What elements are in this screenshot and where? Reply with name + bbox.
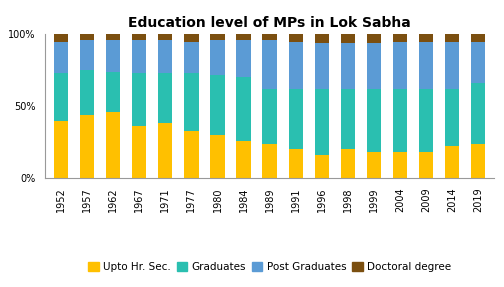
Bar — [158, 123, 172, 178]
Bar — [184, 73, 199, 131]
Bar — [132, 73, 147, 126]
Bar — [80, 115, 94, 178]
Bar — [210, 34, 225, 40]
Bar — [289, 42, 303, 89]
Title: Education level of MPs in Lok Sabha: Education level of MPs in Lok Sabha — [128, 16, 411, 30]
Bar — [341, 149, 355, 178]
Bar — [471, 42, 485, 83]
Bar — [158, 34, 172, 40]
Bar — [132, 126, 147, 178]
Bar — [236, 141, 250, 178]
Bar — [263, 89, 277, 144]
Bar — [184, 42, 199, 73]
Bar — [210, 135, 225, 178]
Bar — [367, 43, 381, 89]
Bar — [54, 42, 68, 73]
Bar — [236, 34, 250, 40]
Bar — [393, 89, 407, 152]
Bar — [445, 34, 459, 42]
Bar — [184, 34, 199, 42]
Bar — [210, 75, 225, 135]
Bar — [236, 77, 250, 141]
Bar — [314, 89, 329, 155]
Bar — [419, 42, 433, 89]
Bar — [158, 73, 172, 123]
Bar — [54, 34, 68, 42]
Bar — [210, 40, 225, 75]
Bar — [341, 43, 355, 89]
Bar — [289, 34, 303, 42]
Bar — [289, 89, 303, 149]
Bar — [263, 34, 277, 40]
Bar — [393, 42, 407, 89]
Bar — [393, 152, 407, 178]
Bar — [106, 72, 120, 112]
Bar — [263, 40, 277, 89]
Bar — [419, 34, 433, 42]
Bar — [367, 34, 381, 43]
Bar — [367, 152, 381, 178]
Bar — [445, 42, 459, 89]
Bar — [54, 73, 68, 121]
Bar — [419, 152, 433, 178]
Bar — [314, 34, 329, 43]
Bar — [314, 43, 329, 89]
Bar — [471, 83, 485, 144]
Bar — [289, 149, 303, 178]
Bar — [184, 131, 199, 178]
Bar — [445, 146, 459, 178]
Bar — [367, 89, 381, 152]
Bar — [54, 121, 68, 178]
Bar — [314, 155, 329, 178]
Bar — [80, 70, 94, 115]
Bar — [445, 89, 459, 146]
Bar — [80, 40, 94, 70]
Bar — [419, 89, 433, 152]
Bar — [263, 144, 277, 178]
Bar — [341, 89, 355, 149]
Bar — [236, 40, 250, 77]
Bar — [158, 40, 172, 73]
Bar — [341, 34, 355, 43]
Bar — [106, 40, 120, 72]
Bar — [106, 34, 120, 40]
Bar — [132, 40, 147, 73]
Bar — [393, 34, 407, 42]
Bar — [132, 34, 147, 40]
Bar — [471, 144, 485, 178]
Legend: Upto Hr. Sec., Graduates, Post Graduates, Doctoral degree: Upto Hr. Sec., Graduates, Post Graduates… — [84, 258, 455, 276]
Bar — [106, 112, 120, 178]
Bar — [80, 34, 94, 40]
Bar — [471, 34, 485, 42]
